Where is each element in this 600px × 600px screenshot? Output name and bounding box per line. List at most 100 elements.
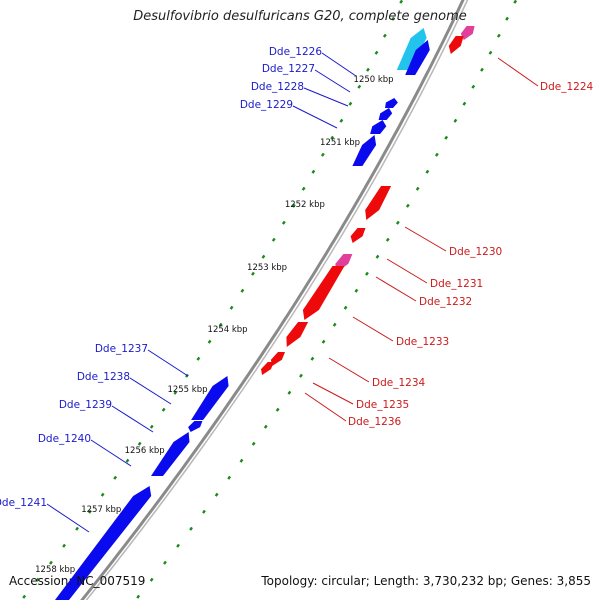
gc-dot-outer [163,560,167,565]
gc-dot-inner [100,492,105,497]
gene-arrow-forward [385,98,398,108]
gene-label: Dde_1229 [240,99,293,111]
gc-dot-inner [22,594,27,599]
gc-dot-outer [462,101,467,106]
gene-features [55,26,475,600]
gene-label: Dde_1228 [251,81,304,93]
backbone-line [80,0,465,600]
gene-arrow-reverse [448,36,464,54]
gc-dot-outer [227,475,232,480]
leader-line [328,357,370,383]
leader-line [129,377,172,405]
gene-arrow-reverse [261,362,274,375]
gene-label: Dde_1241 [0,497,47,509]
gc-dot-inner [137,441,142,446]
gc-dot-outer [239,458,244,463]
leader-line [404,226,447,252]
gc-dot-outer [332,322,337,327]
gene-arrow-reverse [365,186,392,220]
gc-dot-outer [189,526,193,531]
gc-dot-outer [136,594,141,599]
gene-label: Dde_1238 [77,371,130,383]
gene-label: Dde_1232 [419,296,472,308]
gene-label: Dde_1226 [269,46,323,58]
gc-dot-inner [348,101,353,106]
gc-dot-outer [405,203,410,208]
gc-dot-inner [357,84,362,89]
gc-dot-outer [453,118,458,123]
gc-dot-outer [480,67,484,72]
accession-text: Accession: NC_007519 [9,574,146,588]
gc-dot-inner [113,475,118,480]
leader-line [375,276,417,302]
gene-arrow-forward [191,376,229,420]
leader-line [46,503,90,533]
leader-line [292,105,338,129]
gc-dot-inner [149,424,154,429]
leader-line [304,392,347,422]
gc-dot-inner [374,50,379,55]
gc-dot-inner [218,322,223,327]
gc-dot-outer [299,373,303,378]
gc-dot-outer [488,50,493,55]
gene-arrow-forward [151,432,190,476]
leader-line [90,439,132,467]
gc-dot-inner [366,67,370,72]
genome-title: Desulfovibrio desulfuricans G20, complet… [133,9,467,24]
gene-label: Dde_1239 [59,399,112,411]
gc-dot-outer [321,339,326,344]
gc-dot-inner [251,271,255,276]
gc-dot-outer [471,84,476,89]
gc-dot-outer [496,33,501,38]
scale-label: 1255 kbp [167,385,207,395]
gc-dot-inner [62,543,66,548]
gc-dot-inner [229,305,234,310]
gc-dot-inner [391,16,395,21]
gene-arrow-forward [352,135,377,166]
leader-line [321,52,357,77]
gc-dot-inner [330,135,335,140]
gc-dot-inner [125,458,130,463]
gene-label: Dde_1235 [356,399,409,411]
gc-dot-outer [287,390,292,395]
genome-summary-text: Topology: circular; Length: 3,730,232 bp… [261,574,591,588]
backbone-line-shadow [85,0,469,600]
leader-line [111,405,154,433]
gene-arrow-forward [188,421,203,432]
gene-arrow-cyan [396,28,427,70]
gene-arrow-forward [370,120,387,134]
gc-dot-outer [202,509,206,514]
gc-dot-outer [365,271,369,276]
gc-dot-inner [311,169,316,174]
gc-dot-inner [88,509,92,514]
gc-dot-inner [261,254,266,259]
gc-dot-inner [207,339,212,344]
gc-dot-inner [49,560,53,565]
gc-dot-inner [339,118,344,123]
scale-label: 1254 kbp [208,325,248,335]
gc-dot-outer [415,186,420,191]
leader-line [497,57,539,87]
gc-dot-outer [354,288,359,293]
gc-dot-inner [301,186,306,191]
gc-dot-inner [399,0,404,4]
gene-label: Dde_1230 [449,246,502,258]
gene-arrow-reverse [270,352,285,366]
gc-dot-inner [281,220,286,225]
leader-line [352,316,394,342]
gc-dot-outer [375,254,380,259]
scale-label: 1256 kbp [125,446,165,456]
scale-label: 1250 kbp [354,75,394,85]
gene-arrow-forward [55,486,152,600]
gc-dot-outer [263,424,268,429]
gc-dot-outer [385,237,390,242]
gene-arrow-reverse [302,266,345,320]
gc-dot-outer [444,135,449,140]
scale-label: 1252 kbp [285,200,325,210]
gene-label: Dde_1233 [396,336,449,348]
gc-dot-inner [382,33,387,38]
gc-dot-inner [240,288,245,293]
gene-labels: Dde_1226 Dde_1227 Dde_1228 Dde_1229 Dde_1237… [0,46,594,533]
gene-label: Dde_1236 [348,416,402,428]
gc-dot-outer [176,543,180,548]
